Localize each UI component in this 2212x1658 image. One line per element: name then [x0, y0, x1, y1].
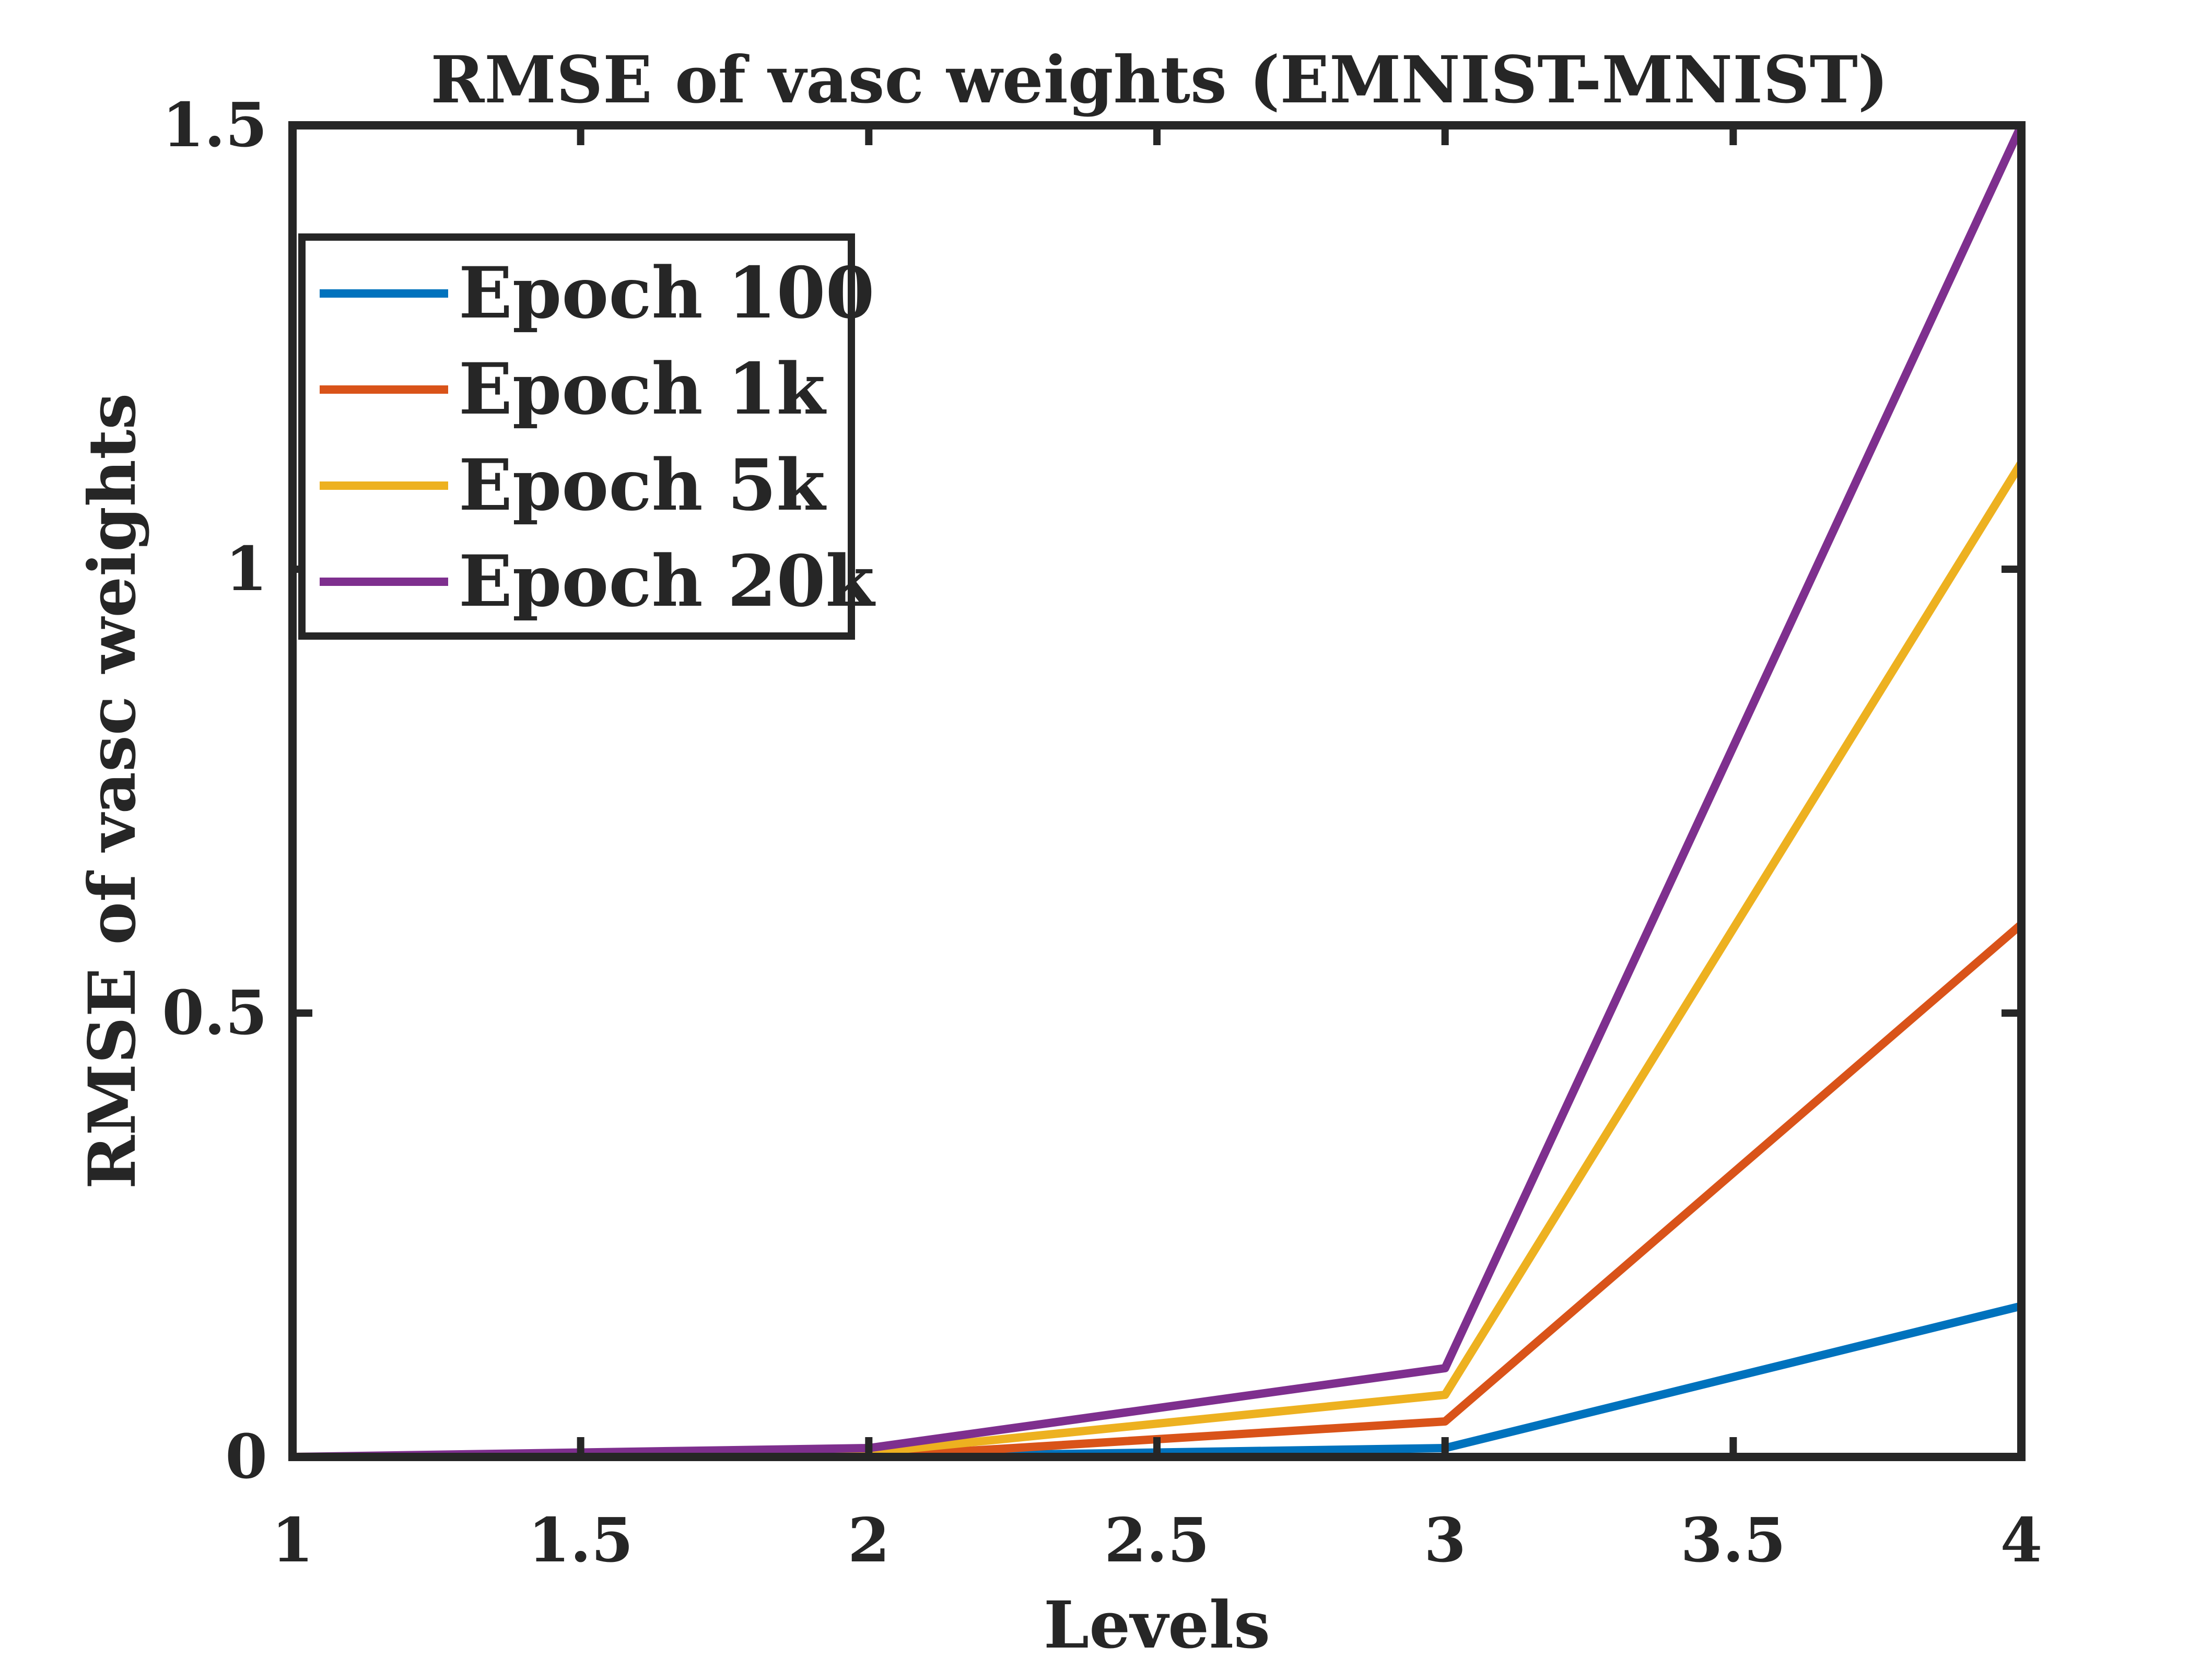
series-line-2 [288, 920, 2026, 1461]
y-tick-label: 0.5 [162, 978, 267, 1049]
x-tick-label: 4 [2000, 1505, 2043, 1576]
x-axis-ticks: 1 1.5 2 2.5 3 3.5 4 [272, 125, 2043, 1576]
x-tick-label: 2.5 [1104, 1505, 1210, 1576]
legend-label-3: Epoch 5k [459, 443, 827, 526]
x-tick-label: 2 [848, 1505, 890, 1576]
legend-label-2: Epoch 1k [459, 347, 827, 430]
x-tick-label: 3.5 [1680, 1505, 1786, 1576]
x-tick-label: 1 [272, 1505, 314, 1576]
legend-box [298, 233, 855, 640]
y-axis-ticks: 0 0.5 1 1.5 [162, 90, 2021, 1492]
legend-items: Epoch 100 Epoch 1k Epoch 5k Epoch 20k [320, 251, 876, 622]
series-line-1 [288, 1302, 2026, 1461]
y-axis-label: RMSE of vasc weights [75, 393, 150, 1189]
y-tick-label: 0 [225, 1421, 267, 1492]
legend-label-4: Epoch 20k [459, 539, 876, 622]
legend: Epoch 100 Epoch 1k Epoch 5k Epoch 20k [298, 233, 876, 640]
y-tick-label: 1 [225, 534, 267, 605]
chart-title: RMSE of vasc weights (EMNIST-MNIST) [430, 42, 1888, 118]
x-tick-label: 1.5 [528, 1505, 634, 1576]
x-axis-label: Levels [1044, 1588, 1270, 1658]
legend-label-1: Epoch 100 [459, 251, 875, 334]
x-tick-label: 3 [1424, 1505, 1466, 1576]
y-tick-label: 1.5 [162, 90, 267, 161]
